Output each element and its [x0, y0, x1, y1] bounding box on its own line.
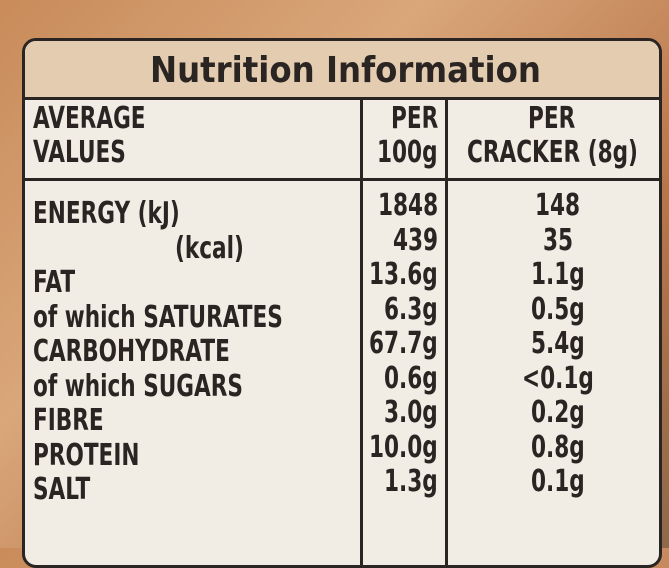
value-per-cracker: 0.2g: [531, 395, 585, 430]
row-label: FIBRE: [33, 403, 104, 438]
value-per-cracker: 0.1g: [531, 464, 585, 499]
value-per-100g: 0.6g: [384, 360, 438, 396]
value-per-100g: 1.3g: [384, 464, 438, 499]
title: Nutrition Information: [149, 50, 541, 91]
row-label: SALT: [33, 472, 91, 507]
row-label: PROTEIN: [33, 437, 140, 473]
value-per-cracker: <0.1g: [522, 360, 594, 396]
column-divider: [360, 97, 363, 565]
value-per-cracker: 5.4g: [531, 326, 585, 361]
nutrition-label: Nutrition Information AVERAGE VALUES PER 100…: [22, 38, 662, 568]
header-cell: VALUES: [33, 135, 126, 170]
header-cell: CRACKER (8g): [466, 135, 638, 170]
value-per-100g: 3.0g: [384, 395, 438, 430]
value-per-cracker: 0.5g: [531, 291, 585, 327]
header-cell: PER: [528, 101, 576, 136]
row-label: of which SATURATES: [33, 299, 283, 335]
value-per-100g: 6.3g: [384, 291, 438, 327]
value-per-100g: 1848: [377, 188, 438, 223]
row-label: ENERGY (kJ): [33, 196, 180, 231]
value-per-100g: 13.6g: [369, 257, 438, 292]
value-per-cracker: 1.1g: [531, 257, 585, 292]
row-label: (kcal): [175, 230, 244, 266]
header-cell: AVERAGE: [33, 101, 146, 136]
column-divider: [445, 97, 448, 565]
value-per-cracker: 148: [535, 188, 581, 223]
row-label: FAT: [33, 265, 76, 300]
header-cell: PER: [390, 101, 438, 136]
value-per-100g: 67.7g: [369, 326, 438, 361]
row-label: of which SUGARS: [33, 368, 243, 404]
row-label: CARBOHYDRATE: [33, 334, 230, 369]
value-per-cracker: 35: [542, 222, 574, 258]
header-cell: 100g: [377, 135, 438, 170]
title-band: [25, 41, 659, 100]
value-per-cracker: 0.8g: [531, 429, 585, 465]
value-per-100g: 10.0g: [369, 429, 438, 465]
value-per-100g: 439: [392, 222, 438, 258]
header-divider: [25, 178, 659, 181]
